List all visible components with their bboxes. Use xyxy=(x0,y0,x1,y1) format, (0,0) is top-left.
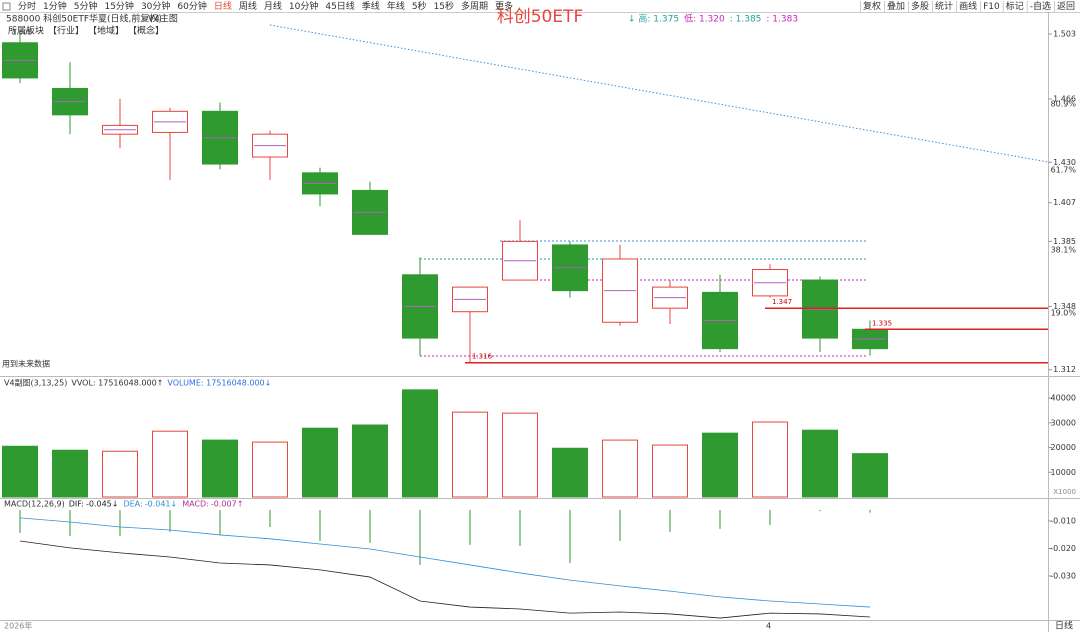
security-name: 588000 科创50ETF华夏(日线,前复权) xyxy=(6,13,162,25)
quote-item: ↓ 高: 1.375 xyxy=(628,13,679,25)
legend-value: -0.041↓ xyxy=(145,500,178,509)
main-indicator: V4主图 xyxy=(148,13,178,25)
toolbar-button[interactable]: 多股 xyxy=(911,0,929,12)
y-tick-label: 1.430 xyxy=(1053,158,1076,167)
period-tab[interactable]: 15分钟 xyxy=(104,0,133,12)
y-tick-label: 20000 xyxy=(1051,443,1076,452)
volume-bar xyxy=(752,421,788,498)
quote-item: : 1.385 xyxy=(730,15,762,25)
volume-bar xyxy=(452,411,488,498)
period-tab[interactable]: 多周期 xyxy=(461,0,488,12)
toolbar-button[interactable]: 返回 xyxy=(1057,0,1075,12)
y-tick-label: -0.030 xyxy=(1050,571,1076,580)
period-tab[interactable]: 5分钟 xyxy=(74,0,98,12)
volume-bar xyxy=(2,445,38,498)
period-tab[interactable]: 15秒 xyxy=(434,0,454,12)
window-title: 科创50ETF xyxy=(497,7,584,27)
volume-header: VVOL: 17516048.000↑ xyxy=(71,379,163,388)
price-label: 1.316 xyxy=(472,353,493,361)
legend-name: MACD: xyxy=(182,500,209,509)
volume-bar xyxy=(102,450,138,498)
period-tab[interactable]: 10分钟 xyxy=(289,0,318,12)
price-label: 1.505 xyxy=(12,28,32,36)
macd-line xyxy=(19,517,871,608)
legend-name: DIF: xyxy=(69,500,84,509)
period-tab[interactable]: 分时 xyxy=(18,0,36,12)
sector-link[interactable]: 【地域】 xyxy=(88,25,124,37)
y-tick-label: 1.407 xyxy=(1053,198,1076,207)
volume-bar xyxy=(252,441,288,498)
price-label: 1.347 xyxy=(772,298,792,306)
volume-bar xyxy=(302,427,338,498)
period-tab[interactable]: 周线 xyxy=(239,0,257,12)
toolbar-button[interactable]: 画线 xyxy=(959,0,977,12)
trend-line xyxy=(269,24,1049,163)
volume-header: V4副图(3,13,25) xyxy=(4,379,67,388)
macd-title: MACD(12,26,9) xyxy=(4,500,65,509)
y-tick-label: 1.312 xyxy=(1053,365,1076,374)
y-tick-label: 30000 xyxy=(1051,418,1076,427)
quote-item: : 1.383 xyxy=(766,15,798,25)
volume-bar xyxy=(602,439,638,498)
sector-link[interactable]: 【行业】 xyxy=(48,25,84,37)
period-tab[interactable]: 年线 xyxy=(387,0,405,12)
footer-month: 4 xyxy=(766,622,771,631)
period-tab[interactable]: 月线 xyxy=(264,0,282,12)
fib-label: 19.0% xyxy=(1051,308,1077,317)
volume-header: VOLUME: 17516048.000↓ xyxy=(167,379,271,388)
volume-bar xyxy=(652,444,688,498)
volume-bar xyxy=(402,389,438,498)
y-tick-label: 1.466 xyxy=(1053,95,1076,104)
legend-name: DEA: xyxy=(123,500,142,509)
legend-value: -0.007↑ xyxy=(211,500,244,509)
volume-bar xyxy=(852,453,888,498)
toolbar-button[interactable]: 标记 xyxy=(1006,0,1024,12)
period-tab[interactable]: 60分钟 xyxy=(177,0,206,12)
fib-label: 61.7% xyxy=(1051,165,1077,174)
menu-icon[interactable] xyxy=(2,2,11,11)
fib-label: 80.9% xyxy=(1051,99,1077,108)
footer-period: 日线 xyxy=(1055,620,1073,632)
y-tick-label: 1.385 xyxy=(1053,237,1076,246)
price-label: 1.335 xyxy=(872,319,892,327)
volume-bar xyxy=(202,439,238,498)
quote-item: 低: 1.320 xyxy=(684,13,725,25)
volume-bar xyxy=(702,432,738,498)
future-note: 用到未来数据 xyxy=(2,359,50,369)
period-tab[interactable]: 5秒 xyxy=(412,0,427,12)
volume-bar xyxy=(352,424,388,498)
y-tick-label: 40000 xyxy=(1051,394,1076,403)
y-tick-label: 1.503 xyxy=(1053,29,1076,38)
y-tick-label: -0.020 xyxy=(1050,544,1076,553)
period-tab[interactable]: 30分钟 xyxy=(141,0,170,12)
toolbar-button[interactable]: 复权 xyxy=(863,0,881,12)
toolbar-button[interactable]: F10 xyxy=(983,2,1000,12)
volume-bar xyxy=(552,447,588,498)
sector-link[interactable]: 【概念】 xyxy=(128,25,164,37)
period-tab[interactable]: 季线 xyxy=(362,0,380,12)
sector-link[interactable]: 所属板块 xyxy=(8,25,44,37)
volume-bar xyxy=(502,412,538,498)
fib-label: 38.1% xyxy=(1051,245,1077,254)
y-tick-label: 1.348 xyxy=(1053,302,1076,311)
legend-value: -0.045↓ xyxy=(86,500,119,509)
y-tick-label: 10000 xyxy=(1051,468,1076,477)
macd-line xyxy=(19,540,871,619)
period-tab[interactable]: 日线 xyxy=(214,0,232,12)
toolbar-button[interactable]: 统计 xyxy=(935,0,953,12)
toolbar-button[interactable]: 叠加 xyxy=(887,1,905,12)
period-tab[interactable]: 更多 xyxy=(495,0,513,12)
volume-bar xyxy=(802,429,838,498)
period-tab[interactable]: 45日线 xyxy=(325,0,354,12)
period-tab[interactable]: 1分钟 xyxy=(43,0,67,12)
y-tick-label: -0.010 xyxy=(1050,516,1076,525)
unit-label: X1000 xyxy=(1053,488,1076,496)
footer-year: 2026年 xyxy=(4,621,32,631)
toolbar-button[interactable]: -自选 xyxy=(1030,0,1051,12)
volume-bar xyxy=(52,449,88,498)
volume-bar xyxy=(152,430,188,498)
